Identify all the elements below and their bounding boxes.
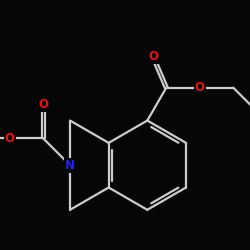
Text: O: O	[38, 98, 48, 111]
Text: O: O	[148, 50, 158, 63]
Text: O: O	[5, 132, 15, 145]
Text: N: N	[65, 159, 75, 172]
Text: O: O	[195, 81, 205, 94]
